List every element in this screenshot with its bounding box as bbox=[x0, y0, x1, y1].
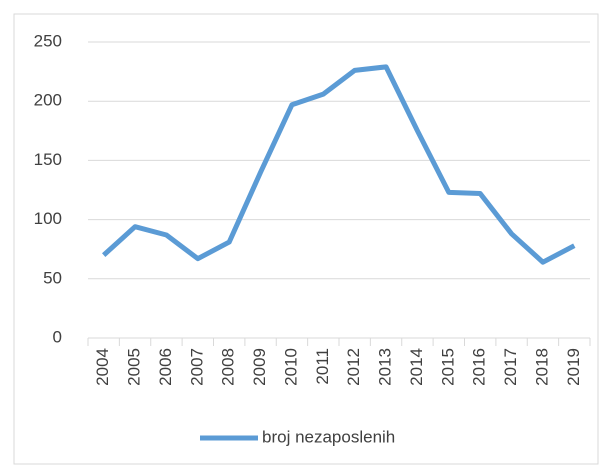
x-tick-label: 2006 bbox=[156, 348, 175, 386]
x-tick-label: 2007 bbox=[187, 348, 206, 386]
x-tick-label: 2016 bbox=[470, 348, 489, 386]
y-tick-label: 50 bbox=[43, 268, 62, 287]
x-tick-label: 2008 bbox=[219, 348, 238, 386]
x-tick-label: 2019 bbox=[564, 348, 583, 386]
x-tick-label: 2009 bbox=[250, 348, 269, 386]
x-tick-label: 2018 bbox=[532, 348, 551, 386]
data-line bbox=[102, 64, 576, 265]
y-tick-label: 250 bbox=[34, 31, 62, 50]
x-tick-label: 2010 bbox=[281, 348, 300, 386]
x-tick-label: 2015 bbox=[438, 348, 457, 386]
y-tick-label: 150 bbox=[34, 150, 62, 169]
y-tick-label: 100 bbox=[34, 209, 62, 228]
x-tick-label: 2013 bbox=[376, 348, 395, 386]
legend-label: broj nezaposlenih bbox=[262, 427, 395, 446]
x-tick-label: 2014 bbox=[407, 348, 426, 386]
x-tick-label: 2017 bbox=[501, 348, 520, 386]
x-tick-label: 2005 bbox=[125, 348, 144, 386]
x-tick-label: 2011 bbox=[313, 348, 332, 385]
x-tick-label: 2012 bbox=[344, 348, 363, 386]
y-tick-label: 0 bbox=[53, 327, 62, 346]
chart-border bbox=[13, 13, 599, 465]
y-tick-label: 200 bbox=[34, 91, 62, 110]
x-tick-label: 2004 bbox=[93, 348, 112, 386]
